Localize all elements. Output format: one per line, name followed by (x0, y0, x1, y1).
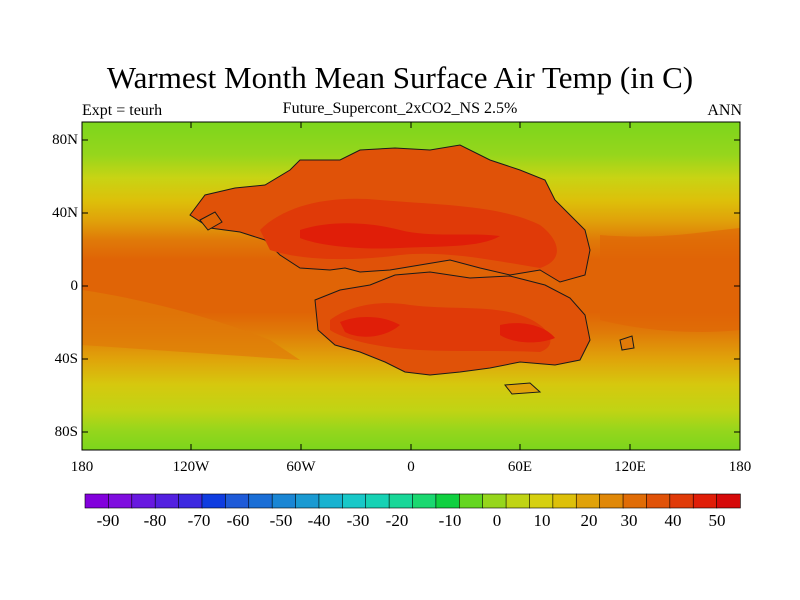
colorbar-swatch (646, 493, 671, 509)
colorbar-swatch (178, 493, 203, 509)
y-tick-label: 40N (52, 205, 78, 221)
season-label: ANN (707, 102, 742, 119)
map-title: Warmest Month Mean Surface Air Temp (in … (106, 60, 694, 95)
southern-island (504, 382, 542, 395)
colorbar-label: 20 (580, 511, 598, 530)
colorbar-swatch (716, 493, 741, 509)
colorbar-label: -10 (438, 511, 462, 530)
x-tick-label: 120E (614, 459, 646, 475)
colorbar-swatch (622, 493, 648, 509)
colorbar-swatch (435, 493, 460, 509)
x-tick-label: 180 (70, 459, 94, 475)
colorbar-swatch (248, 493, 273, 509)
map-frame (81, 121, 741, 451)
colorbar-label: -90 (96, 511, 120, 530)
colorbar-swatch (692, 493, 718, 509)
southern-hot-core (330, 303, 551, 352)
colorbar (84, 493, 741, 509)
y-tick-label: 0 (70, 278, 79, 294)
colorbar-swatch (295, 493, 320, 509)
colorbar-label: 40 (664, 511, 682, 530)
colorbar-swatch (412, 493, 437, 509)
colorbar-label: -50 (269, 511, 293, 530)
colorbar-label: 10 (533, 511, 551, 530)
colorbar-label: -40 (307, 511, 331, 530)
colorbar-label: -60 (226, 511, 250, 530)
southern-hottest-core (340, 316, 555, 343)
colorbar-swatch (131, 493, 156, 509)
x-tick-label: 0 (407, 459, 415, 475)
x-tick-label: 180 (728, 459, 752, 475)
colorbar-label: 30 (620, 511, 638, 530)
experiment-subtitle: Future_Supercont_2xCO2_NS 2.5% (282, 100, 518, 117)
colorbar-swatch (225, 493, 250, 509)
x-tick-label: 60E (507, 459, 533, 475)
colorbar-label: -30 (346, 511, 370, 530)
experiment-id: Expt = teurh (82, 102, 163, 119)
colorbar-swatch (108, 493, 133, 509)
ocean-warm-band (82, 290, 300, 360)
x-tick-label: 60W (286, 459, 316, 475)
colorbar-swatch (342, 493, 367, 509)
colorbar-swatch (599, 493, 624, 509)
colorbar-swatch (318, 493, 344, 509)
colorbar-swatch (271, 493, 297, 509)
colorbar-label: -70 (187, 511, 211, 530)
colorbar-swatch (201, 493, 227, 509)
colorbar-swatch (388, 493, 414, 509)
colorbar-swatch (154, 493, 180, 509)
x-tick-label: 120W (172, 459, 210, 475)
colorbar-label: 0 (492, 511, 502, 530)
colorbar-label: -20 (385, 511, 409, 530)
northern-hottest-core (300, 223, 500, 249)
eastern-island (619, 335, 635, 351)
colorbar-label: -80 (143, 511, 167, 530)
colorbar-swatch (669, 493, 694, 509)
colorbar-swatch (458, 493, 484, 509)
y-tick-label: 80S (54, 424, 78, 440)
colorbar-swatch (575, 493, 601, 509)
western-island (199, 211, 223, 231)
y-tick-label: 80N (52, 132, 78, 148)
ocean-warm-band-east (600, 228, 740, 332)
colorbar-swatch (505, 493, 531, 509)
colorbar-swatch (84, 493, 110, 509)
colorbar-swatch (552, 493, 577, 509)
y-tick-label: 40S (54, 351, 78, 367)
colorbar-swatch (529, 493, 554, 509)
colorbar-swatch (365, 493, 390, 509)
colorbar-label: 50 (708, 511, 726, 530)
colorbar-swatch (482, 493, 507, 509)
